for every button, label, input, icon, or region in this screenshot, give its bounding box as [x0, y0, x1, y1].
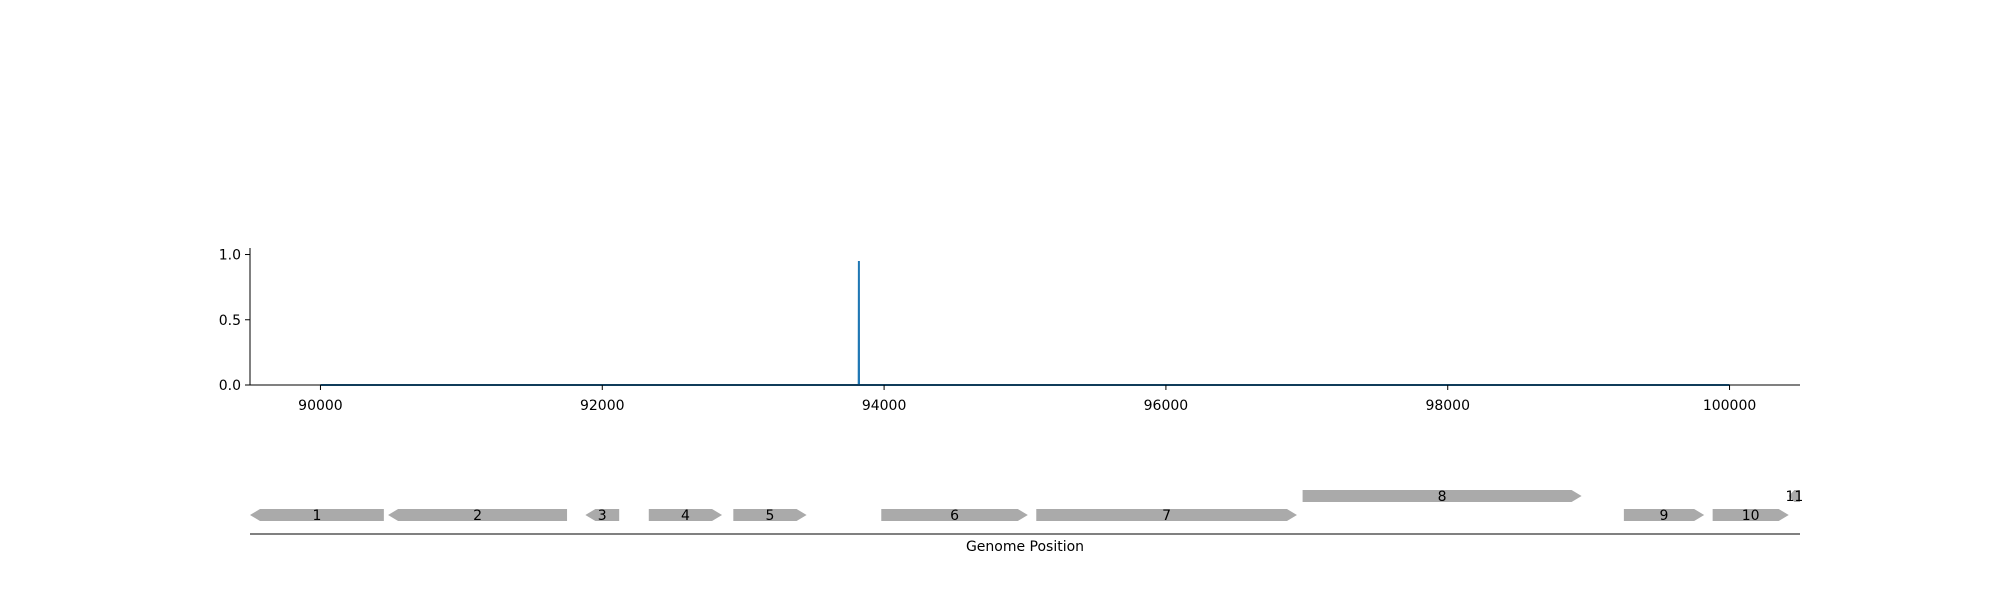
x-tick-label: 100000: [1703, 398, 1756, 414]
gene-arrow-6: [881, 509, 1028, 521]
gene-arrow-5: [733, 509, 807, 521]
gene-arrow-8: [1302, 490, 1582, 502]
genes-layer: 1 2 3 4 5 6 7 8 9 10 11: [250, 489, 1803, 524]
x-tick-label: 92000: [580, 398, 625, 414]
gene-label-2: 2: [473, 508, 482, 524]
x-tick-label: 90000: [298, 398, 343, 414]
gene-map: 1 2 3 4 5 6 7 8 9 10 11 Genome Position: [250, 489, 1803, 555]
gene-label-1: 1: [312, 508, 321, 524]
gene-arrow-11: [1788, 490, 1800, 502]
x-ticks: 90000 92000 94000 96000 98000 100000: [298, 385, 1756, 414]
gene-label-10: 10: [1742, 508, 1760, 524]
gene-label-3: 3: [598, 508, 607, 524]
coverage-plot: 0.0 0.5 1.0 90000 92000 94000 96000 98000 10000…: [219, 248, 1800, 414]
plot-line-layer: [320, 260, 1730, 386]
x-tick-label: 98000: [1425, 398, 1470, 414]
gene-label-5: 5: [765, 508, 774, 524]
y-tick-label: 0.0: [219, 378, 241, 394]
gene-arrow-1: [250, 509, 384, 521]
y-tick-label: 0.5: [219, 313, 241, 329]
gene-label-7: 7: [1162, 508, 1171, 524]
gene-label-11: 11: [1785, 489, 1803, 505]
y-tick-label: 1.0: [219, 248, 241, 264]
gene-arrow-10: [1712, 509, 1789, 521]
gene-arrow-2: [388, 509, 568, 521]
gene-arrow-4: [648, 509, 723, 521]
gene-label-4: 4: [681, 508, 690, 524]
gene-label-8: 8: [1438, 489, 1447, 505]
gene-label-6: 6: [950, 508, 959, 524]
gene-arrow-9: [1623, 509, 1705, 521]
gene-arrow-7: [1036, 509, 1297, 521]
gene-label-9: 9: [1660, 508, 1669, 524]
x-axis-label: Genome Position: [966, 539, 1084, 555]
x-tick-label: 94000: [862, 398, 907, 414]
coverage-series-line: [320, 260, 1730, 386]
gene-arrow-3: [585, 509, 620, 521]
x-tick-label: 96000: [1144, 398, 1189, 414]
y-ticks: 0.0 0.5 1.0: [219, 248, 250, 394]
